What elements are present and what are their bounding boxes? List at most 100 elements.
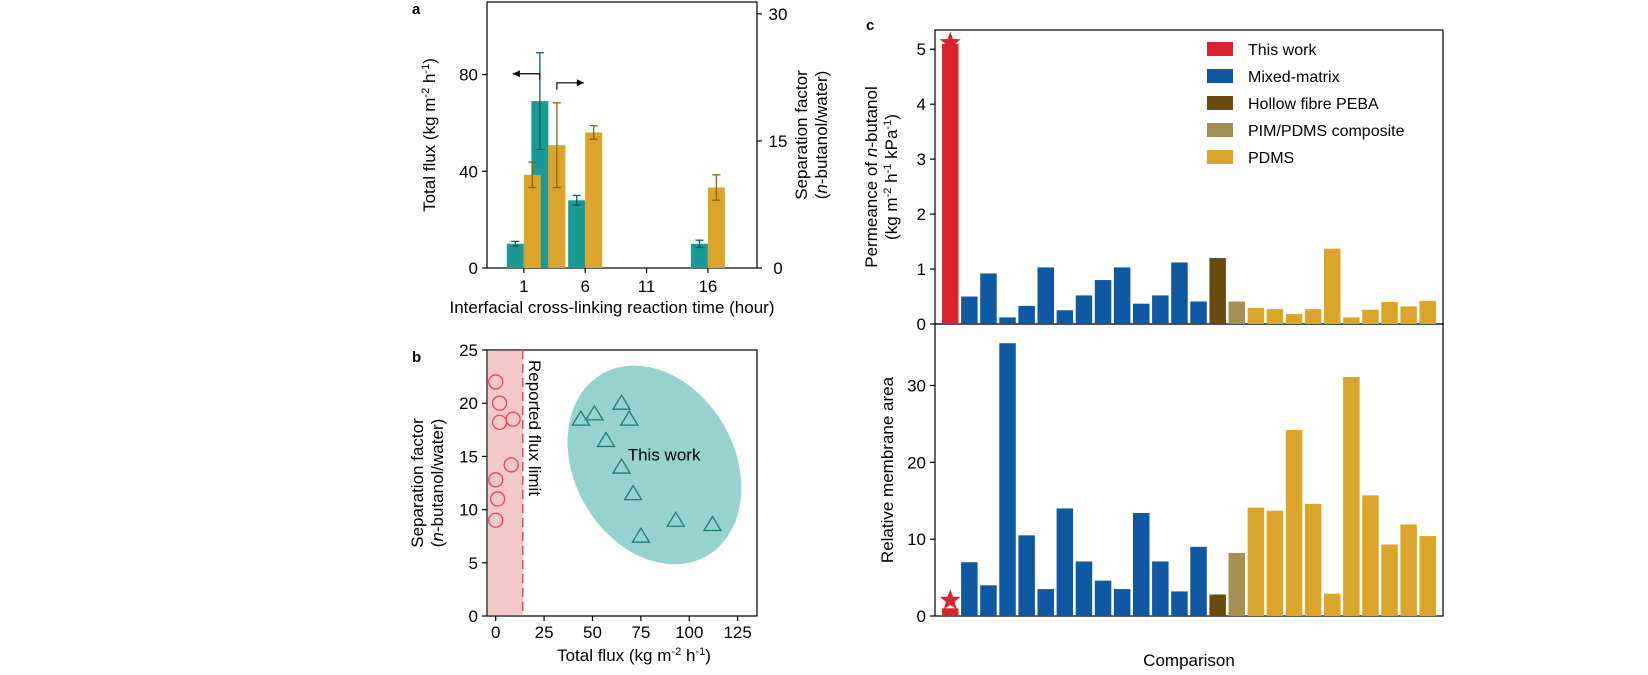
c-permeance-bar: [1094, 280, 1112, 324]
a-x-axis-label: Interfacial cross-linking reaction time …: [449, 298, 774, 317]
c-legend-swatch: [1207, 123, 1233, 137]
b-y-tick-label: 5: [469, 554, 478, 573]
c-legend-label: PDMS: [1248, 150, 1294, 167]
c-permeance-bar: [1171, 262, 1188, 324]
c-area-bar: [1343, 377, 1360, 616]
b-x-tick-label: 25: [535, 623, 554, 642]
c-top-y-axis-label-line2: (kg m-2 h-1 kPa-1): [882, 114, 901, 240]
c-area-bar: [1419, 536, 1436, 616]
b-this-work-point: [666, 510, 686, 527]
b-this-work-point: [702, 515, 723, 532]
a-right-axis-arrow: [556, 82, 584, 90]
a-sepfactor-bar: [523, 174, 541, 268]
b-x-tick-label: 100: [675, 623, 703, 642]
c-area-bar: [1152, 561, 1169, 616]
a-sepfactor-bar: [548, 145, 566, 268]
b-reported-point: [503, 457, 519, 473]
c-permeance-bar: [1324, 248, 1341, 324]
b-this-work-point: [584, 404, 605, 421]
c-legend-swatch: [1207, 150, 1233, 164]
a-right-axis-label-line2: (n-butanol/water): [812, 71, 831, 200]
a-x-tick-label: 6: [580, 277, 589, 296]
c-permeance-bar: [980, 273, 997, 324]
c-top-y-axis-label-line1: Permeance of n-butanol: [862, 86, 881, 267]
panel-c-top-frame: [934, 29, 1444, 325]
c-permeance-bar: [999, 317, 1016, 324]
c-permeance-bar: [1285, 314, 1303, 324]
c-bottom-y-tick-label: 20: [907, 453, 926, 472]
c-area-bar: [999, 343, 1016, 616]
c-top-y-tick-label: 3: [917, 150, 926, 169]
c-permeance-bar: [1400, 306, 1417, 324]
b-reported-point: [488, 374, 504, 390]
b-this-work-point: [571, 409, 591, 426]
c-area-bar: [1266, 510, 1284, 616]
b-this-work-point: [611, 457, 632, 474]
c-permeance-bar: [1343, 317, 1360, 324]
a-right-axis-label-line1: Separation factor: [792, 70, 811, 200]
c-area-bar: [1247, 507, 1265, 616]
b-this-work-point: [619, 409, 639, 426]
c-permeance-bar: [1247, 308, 1265, 324]
c-area-bar: [1018, 535, 1035, 616]
b-this-work-point: [596, 431, 616, 448]
b-reported-point: [488, 472, 504, 488]
c-legend-label: This work: [1248, 42, 1317, 59]
c-legend-swatch: [1207, 42, 1233, 56]
c-permeance-bar: [1304, 309, 1322, 324]
c-legend-swatch: [1207, 69, 1233, 83]
c-area-bar: [1037, 589, 1054, 616]
c-area-bar: [1075, 561, 1093, 616]
c-area-bar: [1171, 591, 1188, 616]
a-right-tick-label: 30: [769, 5, 788, 24]
panel-c-bottom-frame: [934, 323, 1444, 617]
c-legend-label: PIM/PDMS composite: [1248, 123, 1405, 140]
c-area-bar: [942, 608, 959, 616]
c-legend-label: Hollow fibre PEBA: [1248, 96, 1379, 113]
c-legend-swatch: [1207, 96, 1233, 110]
b-y-tick-label: 0: [469, 607, 478, 626]
c-permeance-bar: [942, 43, 959, 325]
c-area-bar: [961, 562, 978, 616]
a-right-axis-arrowhead: [576, 79, 584, 87]
a-right-tick-label: 15: [769, 132, 788, 151]
a-x-tick-label: 1: [519, 277, 528, 296]
c-area-bar: [1056, 508, 1074, 616]
b-x-tick-label: 50: [583, 623, 602, 642]
c-top-y-tick-label: 0: [917, 315, 926, 334]
a-left-axis-label: Total flux (kg m-2 h-1): [420, 58, 439, 212]
a-left-tick-label: 40: [459, 162, 478, 181]
c-permeance-bar: [1419, 300, 1436, 324]
b-x-tick-label: 125: [723, 623, 751, 642]
c-this-work-star-top: [939, 31, 961, 52]
b-this-work-ellipse: [567, 365, 742, 565]
b-reported-point: [491, 395, 508, 411]
c-legend-label: Mixed-matrix: [1248, 69, 1340, 86]
panel-b-frame: [486, 349, 758, 617]
c-permeance-bar: [1133, 303, 1150, 324]
c-area-bar: [1362, 495, 1379, 616]
b-y-tick-label: 15: [459, 447, 478, 466]
b-this-work-point: [623, 484, 643, 501]
a-sepfactor-bar: [707, 187, 725, 268]
c-area-bar: [1400, 524, 1417, 616]
c-area-bar: [1285, 430, 1303, 616]
c-bottom-y-axis-label: Relative membrane area: [878, 376, 897, 563]
c-area-bar: [1113, 589, 1131, 616]
c-bottom-y-tick-label: 30: [907, 376, 926, 395]
a-flux-bar: [506, 243, 524, 268]
panel-a-frame: [486, 1, 758, 269]
c-area-bar: [1209, 594, 1226, 616]
c-top-y-tick-label: 1: [917, 260, 926, 279]
a-left-tick-label: 0: [469, 259, 478, 278]
b-y-tick-label: 10: [459, 501, 478, 520]
b-y-axis-label-line2: (n-butanol/water): [428, 419, 447, 548]
b-y-axis-label-line1: Separation factor: [408, 418, 427, 548]
c-permeance-bar: [1266, 309, 1284, 324]
c-permeance-bar: [1209, 258, 1226, 324]
b-x-axis-label: Total flux (kg m-2 h-1): [557, 646, 711, 665]
b-this-work-point: [631, 526, 651, 543]
